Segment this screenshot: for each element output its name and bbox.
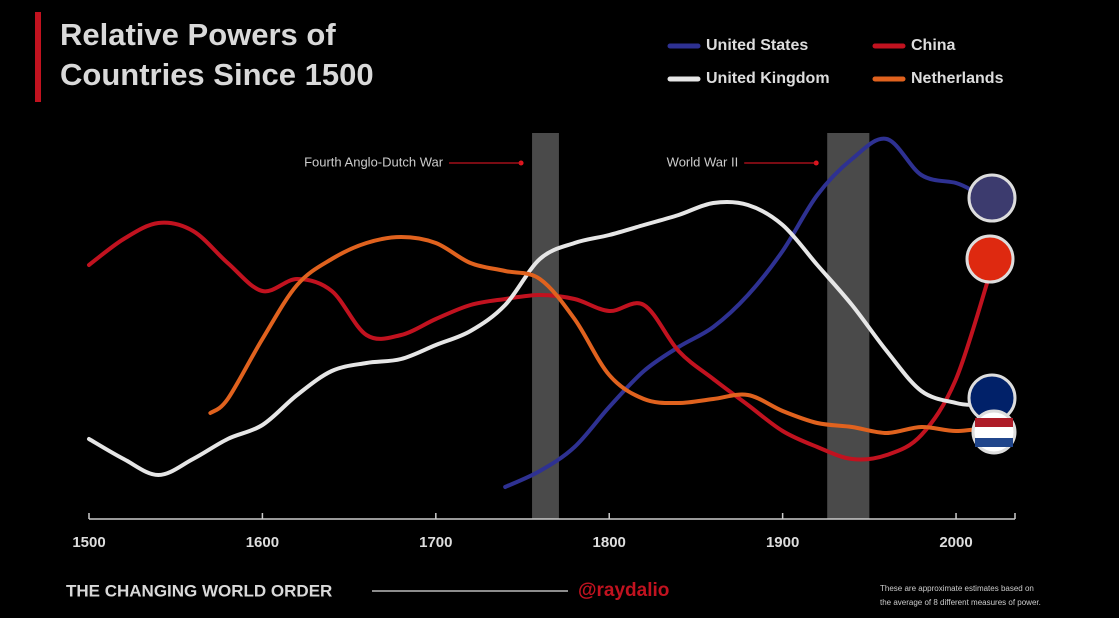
x-tick-label: 2000 bbox=[939, 534, 972, 551]
legend-label: Netherlands bbox=[911, 70, 1004, 87]
flag-us bbox=[967, 173, 1017, 223]
footer: THE CHANGING WORLD ORDER bbox=[66, 581, 332, 600]
x-tick-label: 1500 bbox=[72, 534, 105, 551]
handle: @raydalio bbox=[578, 580, 669, 601]
legend-label: China bbox=[911, 37, 956, 54]
legend-label: United States bbox=[706, 37, 808, 54]
series-line bbox=[503, 136, 976, 489]
series-line bbox=[87, 199, 976, 477]
x-tick-label: 1900 bbox=[766, 534, 799, 551]
series-line bbox=[87, 220, 993, 462]
flag-china bbox=[965, 234, 1015, 284]
x-tick-label: 1700 bbox=[419, 534, 452, 551]
event-band bbox=[532, 133, 559, 519]
note: These are approximate estimates based on bbox=[880, 584, 1034, 593]
title-accent bbox=[35, 12, 41, 102]
legend-label: United Kingdom bbox=[706, 70, 830, 87]
chart-title: Relative Powers of bbox=[60, 17, 336, 52]
chart-title: Countries Since 1500 bbox=[60, 57, 374, 92]
event-label: World War II bbox=[667, 154, 739, 169]
plot: Fourth Anglo-Dutch War World War II 1500 16… bbox=[72, 133, 1016, 551]
event-label: Fourth Anglo-Dutch War bbox=[304, 154, 444, 169]
flags bbox=[965, 173, 1017, 455]
note: the average of 8 different measures of p… bbox=[880, 598, 1041, 607]
flag-stripe bbox=[975, 418, 1013, 427]
series-line bbox=[208, 235, 993, 435]
flag-stripe bbox=[975, 438, 1013, 447]
x-tick-label: 1800 bbox=[593, 534, 626, 551]
x-tick-label: 1600 bbox=[246, 534, 279, 551]
